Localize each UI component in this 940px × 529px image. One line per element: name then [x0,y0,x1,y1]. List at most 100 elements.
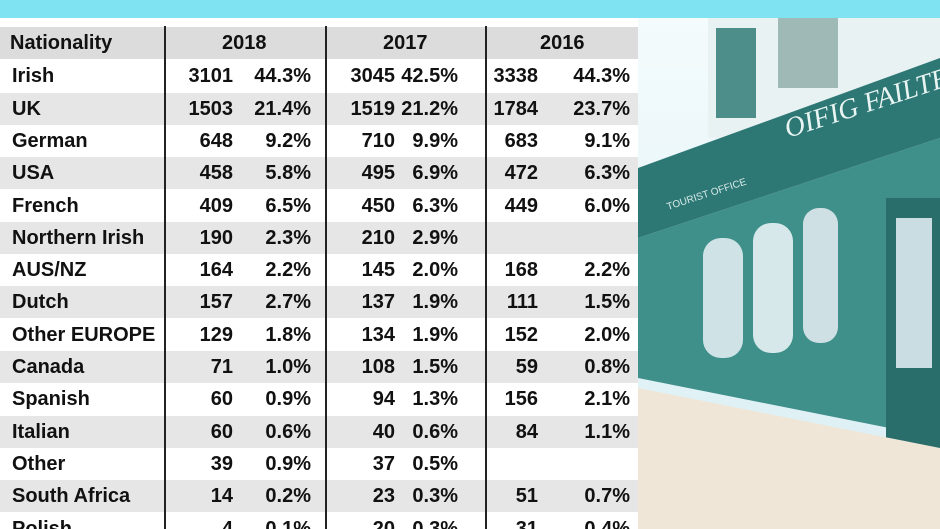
table-row: Northern Irish 190 2.3% 210 2.9% [0,221,638,254]
percent-cell: 2.1% [584,388,630,411]
count-cell: 152 [504,323,538,346]
percent-cell: 0.5% [412,452,458,475]
count-cell: 156 [504,388,538,411]
column-divider [485,26,487,529]
table: Nationality 2018 2017 2016 Irish 3101 44.3% 304… [0,18,638,529]
percent-cell: 2.9% [412,226,458,249]
header-cell: 2016 [540,32,585,54]
percent-cell: 2.0% [412,259,458,282]
count-cell: 168 [504,259,538,282]
nationality-cell: AUS/NZ [12,259,87,282]
percent-cell: 2.7% [265,291,311,314]
count-cell: 60 [210,388,233,411]
nationality-cell: Other [12,452,66,475]
nationality-cell: French [12,194,79,217]
percent-cell: 0.8% [584,356,630,378]
percent-cell: 6.9% [412,162,458,185]
percent-cell: 1.5% [584,291,630,314]
count-cell: 3045 [350,65,396,88]
count-cell: 39 [210,452,233,475]
table-row: South Africa 14 0.2% 23 0.3% 51 0.7% [0,480,638,513]
nationality-cell: South Africa [12,485,131,508]
header-row: Nationality 2018 2017 2016 [0,27,638,59]
percent-cell: 42.5% [401,65,458,88]
percent-cell: 1.9% [412,291,458,314]
percent-cell: 0.1% [265,517,311,529]
percent-cell: 1.9% [412,323,458,346]
count-cell: 60 [210,420,233,443]
count-cell: 4 [221,517,233,529]
nationality-cell: Spanish [12,388,90,411]
arched-window [703,238,743,358]
table-row: Spanish 60 0.9% 94 1.3% 156 2.1% [0,383,638,415]
table-row: Italian 60 0.6% 40 0.6% 84 1.1% [0,415,638,448]
count-cell: 37 [372,452,395,475]
table-row: Irish 3101 44.3% 3045 42.5% 3338 44.3% [0,60,638,92]
percent-cell: 6.3% [584,162,630,185]
percent-cell: 0.9% [265,452,311,475]
percent-cell: 5.8% [265,162,311,185]
count-cell: 51 [515,485,538,508]
count-cell: 14 [210,485,233,508]
percent-cell: 1.0% [265,356,311,378]
count-cell: 23 [372,485,395,508]
percent-cell: 1.8% [265,323,311,346]
count-cell: 108 [361,356,395,378]
header-cell: Nationality [10,32,113,54]
table-row: Dutch 157 2.7% 137 1.9% 111 1.5% [0,286,638,319]
table-row: Polish 4 0.1% 20 0.3% 31 0.4% [0,513,638,529]
count-cell: 495 [361,162,395,185]
percent-cell: 2.2% [265,259,311,282]
arched-window [753,223,793,353]
count-cell: 145 [361,259,395,282]
percent-cell: 0.4% [584,517,630,529]
nationality-cell: Irish [12,65,55,88]
percent-cell: 6.5% [265,194,311,217]
percent-cell: 1.3% [412,388,458,411]
count-cell: 3101 [188,65,234,88]
count-cell: 84 [515,420,538,443]
percent-cell: 0.3% [412,485,458,508]
nationality-cell: Other EUROPE [12,323,156,346]
nationality-cell: Northern Irish [12,226,145,249]
percent-cell: 2.3% [265,226,311,249]
door-glass [896,218,932,368]
arched-window [803,208,838,343]
nationality-cell: Polish [12,517,73,529]
nationality-cell: USA [12,162,55,185]
table-row: French 409 6.5% 450 6.3% 449 6.0% [0,190,638,222]
count-cell: 111 [506,291,538,314]
percent-cell: 0.6% [412,420,458,443]
percent-cell: 44.3% [573,65,630,88]
percent-cell: 1.5% [412,356,458,378]
column-divider [164,26,166,529]
percent-cell: 0.2% [265,485,311,508]
percent-cell: 0.6% [265,420,311,443]
table-row: Other 39 0.9% 37 0.5% [0,448,638,480]
count-cell: 450 [361,194,395,217]
shopfront-illustration: OIFIG FAILTE TOURIST OFFICE [638,18,940,529]
count-cell: 1519 [350,97,396,120]
table-row: AUS/NZ 164 2.2% 145 2.0% 168 2.2% [0,254,638,286]
percent-cell: 6.3% [412,194,458,217]
count-cell: 94 [372,388,395,411]
table-row: Other EUROPE 129 1.8% 134 1.9% 152 2.0% [0,319,638,351]
header-cell: 2017 [383,32,428,54]
count-cell: 683 [504,129,538,152]
percent-cell: 0.9% [265,388,311,411]
top-bar [0,0,940,18]
count-cell: 129 [199,323,233,346]
percent-cell: 44.3% [254,65,311,88]
window-upper [716,28,756,118]
sign-board [638,58,940,238]
nationality-cell: German [12,129,88,152]
nationality-cell: UK [12,97,41,120]
count-cell: 59 [515,356,538,378]
percent-cell: 0.7% [584,485,630,508]
count-cell: 449 [504,194,538,217]
count-cell: 40 [372,420,395,443]
column-divider [325,26,327,529]
count-cell: 137 [361,291,395,314]
percent-cell: 2.2% [584,259,630,282]
percent-cell: 2.0% [584,323,630,346]
